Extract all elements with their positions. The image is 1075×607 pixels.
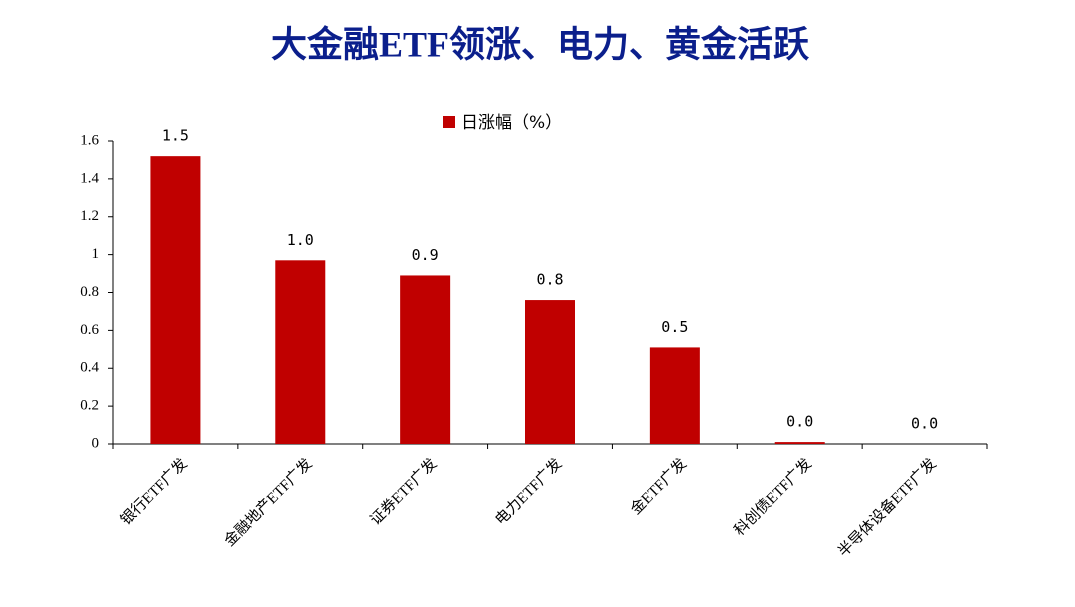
x-tick-label: 银行ETF广发 [117,455,190,528]
y-tick-label: 1.6 [80,132,99,148]
bar [649,347,700,444]
bar [774,442,825,444]
y-tick-label: 1 [92,246,100,262]
y-tick-label: 1.2 [80,208,99,224]
value-label: 0.5 [661,318,688,336]
y-tick-label: 0 [92,435,100,451]
y-tick-label: 0.4 [80,360,99,376]
legend-swatch [443,116,455,128]
x-tick-label: 金融地产ETF广发 [221,455,316,550]
x-tick-label: 电力ETF广发 [492,455,565,528]
x-tick-label: 科创债ETF广发 [731,455,815,539]
y-tick-label: 0.6 [80,322,99,338]
x-tick-label: 证券ETF广发 [367,455,440,528]
value-label: 1.5 [162,127,189,145]
x-tick-label: 金ETF广发 [627,455,690,518]
bar [400,275,451,444]
y-tick-label: 0.2 [80,398,99,414]
x-tick-label: 半导体设备ETF广发 [835,455,940,560]
bar [525,300,575,444]
value-label: 0.0 [911,415,938,433]
value-label: 0.9 [412,246,439,264]
value-label: 1.0 [287,231,314,249]
y-tick-label: 1.4 [80,170,99,186]
bar [150,156,201,444]
value-label: 0.8 [536,271,563,289]
y-tick-label: 0.8 [80,284,99,300]
bar [275,260,326,444]
chart-title: 大金融ETF领涨、电力、黄金活跃 [271,23,810,64]
legend-label: 日涨幅（%） [461,113,562,133]
value-label: 0.0 [786,413,813,431]
